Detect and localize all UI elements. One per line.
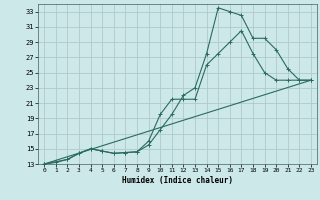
X-axis label: Humidex (Indice chaleur): Humidex (Indice chaleur): [122, 176, 233, 185]
